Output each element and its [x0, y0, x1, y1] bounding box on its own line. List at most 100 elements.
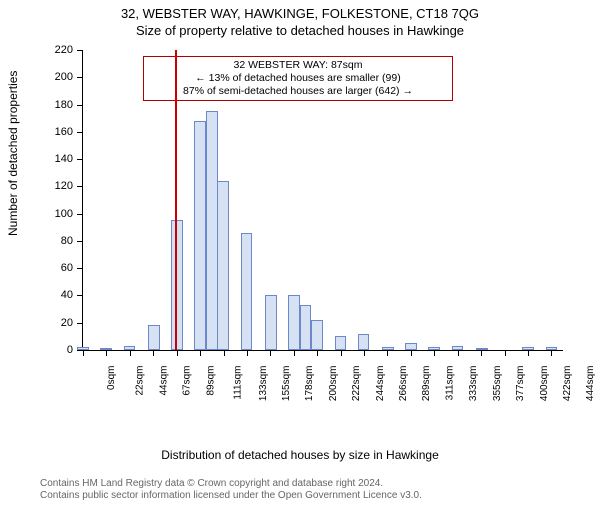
footer-line2: Contains public sector information licen… — [40, 490, 600, 502]
y-tick — [77, 295, 83, 296]
x-tick-label: 422sqm — [562, 366, 573, 402]
histogram-bar — [358, 334, 370, 350]
x-tick — [224, 350, 225, 356]
x-tick-label: 311sqm — [444, 366, 455, 401]
y-tick — [77, 186, 83, 187]
x-tick — [458, 350, 459, 356]
histogram-bar — [428, 347, 440, 350]
histogram-bar — [100, 348, 112, 350]
y-tick-label: 40 — [43, 289, 73, 301]
x-tick — [270, 350, 271, 356]
y-tick — [77, 323, 83, 324]
x-tick — [106, 350, 107, 356]
histogram-bar — [217, 181, 229, 350]
x-tick-label: 355sqm — [492, 366, 503, 402]
x-tick-label: 111sqm — [233, 366, 244, 400]
y-tick — [77, 77, 83, 78]
plot-region: 32 WEBSTER WAY: 87sqm ← 13% of detached … — [82, 50, 563, 351]
x-axis-label: Distribution of detached houses by size … — [0, 448, 600, 462]
x-tick — [528, 350, 529, 356]
y-axis-label: Number of detached properties — [6, 71, 20, 236]
x-tick — [505, 350, 506, 356]
x-tick — [364, 350, 365, 356]
x-tick-label: 133sqm — [258, 366, 269, 402]
histogram-bar — [405, 343, 417, 350]
y-tick-label: 0 — [43, 344, 73, 356]
y-tick — [77, 50, 83, 51]
x-tick — [200, 350, 201, 356]
x-tick-label: 400sqm — [539, 366, 550, 402]
x-tick-label: 444sqm — [585, 366, 596, 402]
x-tick — [130, 350, 131, 356]
x-tick-label: 89sqm — [205, 366, 216, 396]
footer-text: Contains HM Land Registry data © Crown c… — [0, 478, 600, 502]
x-tick — [153, 350, 154, 356]
histogram-bar — [288, 295, 300, 350]
x-tick — [434, 350, 435, 356]
y-tick — [77, 214, 83, 215]
x-tick-label: 222sqm — [351, 366, 362, 402]
y-tick-label: 220 — [43, 44, 73, 56]
x-tick-label: 244sqm — [375, 366, 386, 402]
histogram-bar — [311, 320, 323, 350]
x-tick-label: 377sqm — [515, 366, 526, 402]
annotation-line1: 32 WEBSTER WAY: 87sqm — [148, 59, 448, 72]
histogram-bar — [148, 325, 160, 350]
x-tick — [341, 350, 342, 356]
histogram-bar — [265, 295, 277, 350]
x-tick — [247, 350, 248, 356]
property-marker-line — [175, 50, 177, 350]
annotation-line3: 87% of semi-detached houses are larger (… — [148, 85, 448, 98]
y-tick — [77, 105, 83, 106]
x-tick-label: 67sqm — [182, 366, 193, 396]
histogram-bar — [194, 121, 206, 350]
footer-line1: Contains HM Land Registry data © Crown c… — [40, 478, 600, 490]
x-tick — [294, 350, 295, 356]
chart-title-address: 32, WEBSTER WAY, HAWKINGE, FOLKESTONE, C… — [0, 6, 600, 21]
histogram-bar — [476, 348, 488, 350]
y-tick-label: 120 — [43, 180, 73, 192]
y-tick — [77, 268, 83, 269]
y-tick — [77, 159, 83, 160]
y-tick-label: 20 — [43, 317, 73, 329]
annotation-line2: ← 13% of detached houses are smaller (99… — [148, 72, 448, 85]
x-tick — [551, 350, 552, 356]
annotation-box: 32 WEBSTER WAY: 87sqm ← 13% of detached … — [143, 56, 453, 101]
y-tick-label: 100 — [43, 208, 73, 220]
y-tick — [77, 241, 83, 242]
histogram-bar — [206, 111, 218, 350]
y-tick-label: 200 — [43, 71, 73, 83]
x-tick — [387, 350, 388, 356]
x-tick-label: 44sqm — [158, 366, 169, 396]
histogram-bar — [300, 305, 312, 350]
x-tick-label: 289sqm — [422, 366, 433, 402]
x-tick — [481, 350, 482, 356]
x-tick — [83, 350, 84, 356]
x-tick-label: 266sqm — [398, 366, 409, 402]
x-tick-label: 22sqm — [135, 366, 146, 396]
histogram-bar — [382, 347, 394, 350]
y-tick-label: 140 — [43, 153, 73, 165]
x-tick-label: 200sqm — [328, 366, 339, 402]
y-tick-label: 80 — [43, 235, 73, 247]
chart-title-desc: Size of property relative to detached ho… — [0, 23, 600, 38]
x-tick — [317, 350, 318, 356]
histogram-bar — [546, 347, 558, 350]
y-tick-label: 160 — [43, 126, 73, 138]
histogram-bar — [124, 346, 136, 350]
y-tick — [77, 132, 83, 133]
histogram-bar — [522, 347, 534, 350]
x-tick-label: 0sqm — [106, 366, 117, 390]
histogram-bar — [452, 346, 464, 350]
x-tick — [411, 350, 412, 356]
chart-area: 32 WEBSTER WAY: 87sqm ← 13% of detached … — [52, 50, 572, 410]
x-tick-label: 178sqm — [304, 366, 315, 402]
histogram-bar — [335, 336, 347, 350]
histogram-bar — [77, 347, 89, 350]
x-tick-label: 333sqm — [468, 366, 479, 402]
histogram-bar — [241, 233, 253, 350]
x-tick-label: 155sqm — [281, 366, 292, 402]
histogram-bar — [171, 220, 183, 350]
y-tick-label: 180 — [43, 99, 73, 111]
x-tick — [177, 350, 178, 356]
